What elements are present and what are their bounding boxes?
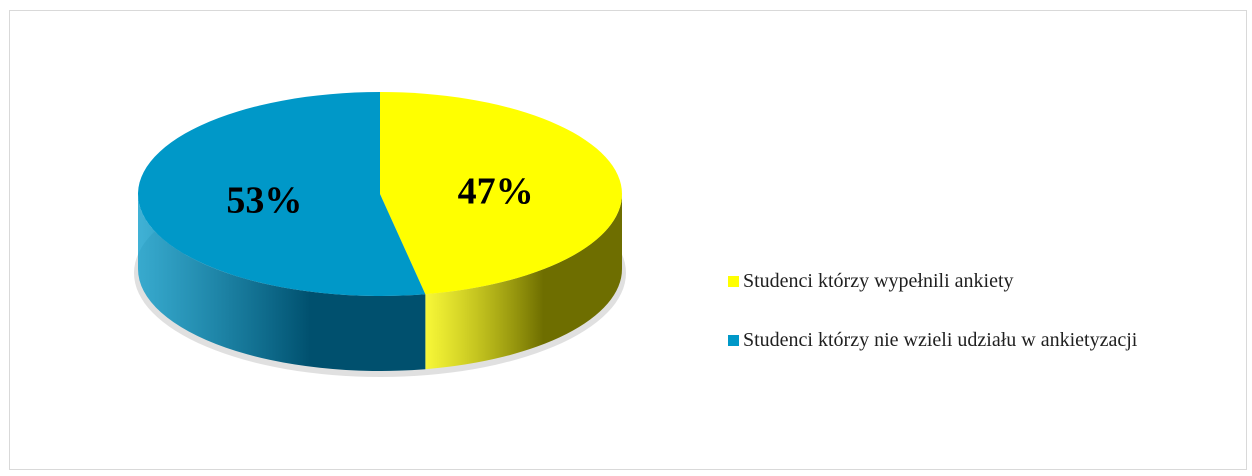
legend-item-completed: Studenci którzy wypełnili ankiety [728, 269, 1137, 293]
legend-item-not-participated: Studenci którzy nie wzieli udziału w ank… [728, 328, 1137, 352]
chart-frame: 47% 53% Studenci którzy wypełnili ankiety… [9, 10, 1247, 470]
pie-chart: 47% 53% [134, 92, 626, 377]
legend-label-not-participated: Studenci którzy nie wzieli udziału w ank… [743, 328, 1138, 351]
slice-label-1: 53% [226, 180, 302, 222]
pie-slice-side-0 [425, 194, 622, 370]
pie-slice-side-1 [138, 194, 426, 371]
pie-slice-1 [138, 92, 426, 296]
legend: Studenci którzy wypełnili ankiety Studen… [728, 269, 1137, 387]
legend-label-completed: Studenci którzy wypełnili ankiety [743, 269, 1014, 292]
legend-swatch-completed [728, 275, 739, 287]
slice-label-0: 47% [458, 170, 534, 212]
legend-swatch-not-participated [728, 334, 739, 346]
pie-slice-0 [380, 92, 623, 295]
